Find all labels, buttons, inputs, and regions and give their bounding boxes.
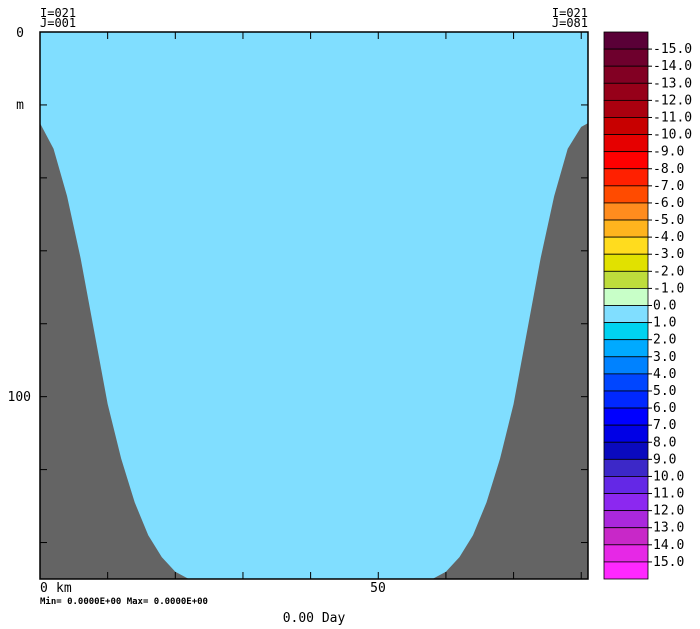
colorbar-swatch bbox=[603, 82, 649, 101]
colorbar-swatch bbox=[603, 65, 649, 84]
x-ticks bbox=[39, 32, 582, 579]
colorbar-label: -3.0 bbox=[653, 247, 684, 262]
colorbar-label: -5.0 bbox=[653, 213, 684, 228]
x-tick-label-0: 0 bbox=[40, 581, 48, 596]
colorbar-label: -8.0 bbox=[653, 162, 684, 177]
colorbar-swatch bbox=[603, 168, 649, 187]
colorbar-label: -13.0 bbox=[653, 76, 692, 91]
colorbar-swatch bbox=[603, 510, 649, 529]
colorbar-swatch bbox=[603, 99, 649, 118]
colorbar-swatch bbox=[603, 202, 649, 221]
corner-label-top-right-j: J=081 bbox=[552, 16, 588, 30]
land-right bbox=[432, 123, 588, 580]
colorbar-label: -14.0 bbox=[653, 59, 692, 74]
plot-area bbox=[39, 31, 589, 580]
colorbar-label: -6.0 bbox=[653, 196, 684, 211]
colorbar-label: -9.0 bbox=[653, 145, 684, 160]
colorbar-swatch bbox=[603, 253, 649, 272]
colorbar-swatch bbox=[603, 134, 649, 153]
colorbar-label: 11.0 bbox=[653, 487, 684, 502]
plot-frame bbox=[39, 31, 589, 580]
colorbar-swatch bbox=[603, 305, 649, 323]
colorbar-swatch bbox=[603, 219, 649, 238]
colorbar-swatch bbox=[603, 322, 649, 341]
colorbar-label: 14.0 bbox=[653, 538, 684, 553]
colorbar-label: -4.0 bbox=[653, 230, 684, 245]
colorbar-label: -15.0 bbox=[653, 42, 692, 57]
colorbar-swatch bbox=[603, 356, 649, 375]
colorbar-label: 0.0 bbox=[653, 299, 676, 314]
colorbar-label: 13.0 bbox=[653, 521, 684, 536]
min-max-label: Min= 0.0000E+00 Max= 0.0000E+00 bbox=[40, 596, 208, 607]
colorbar-label: -7.0 bbox=[653, 179, 684, 194]
colorbar: -15.0 -14.0 -13.0 -12.0 -11.0 -10.0 -9.0 -8.0 -7… bbox=[603, 31, 692, 580]
colorbar-label: -1.0 bbox=[653, 281, 684, 296]
corner-label-top-left-i: I=021 bbox=[40, 6, 76, 20]
colorbar-swatch bbox=[603, 288, 649, 306]
corner-label-top-right-i: I=021 bbox=[552, 6, 588, 20]
colorbar-swatch bbox=[603, 424, 649, 443]
colorbar-swatch bbox=[603, 476, 649, 494]
colorbar-swatch bbox=[603, 407, 649, 426]
time-label: 0.00 Day bbox=[283, 611, 346, 626]
colorbar-swatch bbox=[603, 390, 649, 409]
colorbar-swatch bbox=[603, 561, 649, 580]
colorbar-label: -10.0 bbox=[653, 128, 692, 143]
y-tick-label-0: 0 bbox=[16, 26, 24, 41]
colorbar-swatch bbox=[603, 493, 649, 512]
colorbar-label: 2.0 bbox=[653, 333, 676, 348]
x-tick-label-50: 50 bbox=[370, 581, 386, 596]
corner-label-top-left-j: J=001 bbox=[40, 16, 76, 30]
colorbar-label: 5.0 bbox=[653, 384, 676, 399]
colorbar-swatch bbox=[603, 31, 649, 50]
colorbar-label: 7.0 bbox=[653, 418, 676, 433]
colorbar-swatch bbox=[603, 544, 649, 563]
y-axis-unit-label: m bbox=[16, 98, 24, 113]
y-ticks bbox=[40, 31, 588, 544]
colorbar-label: 15.0 bbox=[653, 555, 684, 570]
colorbar-label: 3.0 bbox=[653, 350, 676, 365]
colorbar-label: -2.0 bbox=[653, 264, 684, 279]
colorbar-swatch bbox=[603, 48, 649, 67]
colorbar-swatch bbox=[603, 373, 649, 392]
colorbar-label: 10.0 bbox=[653, 469, 684, 484]
colorbar-swatch bbox=[603, 117, 649, 135]
colorbar-label: -12.0 bbox=[653, 93, 692, 108]
colorbar-label: 1.0 bbox=[653, 316, 676, 331]
colorbar-swatch bbox=[603, 458, 649, 477]
colorbar-swatch bbox=[603, 185, 649, 204]
colorbar-swatch bbox=[603, 527, 649, 546]
colorbar-label: 12.0 bbox=[653, 504, 684, 519]
land-left bbox=[40, 123, 189, 580]
colorbar-label: 9.0 bbox=[653, 452, 676, 467]
colorbar-label: -11.0 bbox=[653, 110, 692, 125]
colorbar-label: 6.0 bbox=[653, 401, 676, 416]
colorbar-label: 8.0 bbox=[653, 435, 676, 450]
colorbar-swatch bbox=[603, 236, 649, 255]
colorbar-label: 4.0 bbox=[653, 367, 676, 382]
colorbar-swatch bbox=[603, 339, 649, 358]
colorbar-swatch bbox=[603, 270, 649, 289]
colorbar-swatch bbox=[603, 441, 649, 460]
y-tick-label-100: 100 bbox=[8, 390, 31, 405]
x-axis-unit-label: km bbox=[56, 581, 72, 596]
colorbar-swatch bbox=[603, 151, 649, 170]
